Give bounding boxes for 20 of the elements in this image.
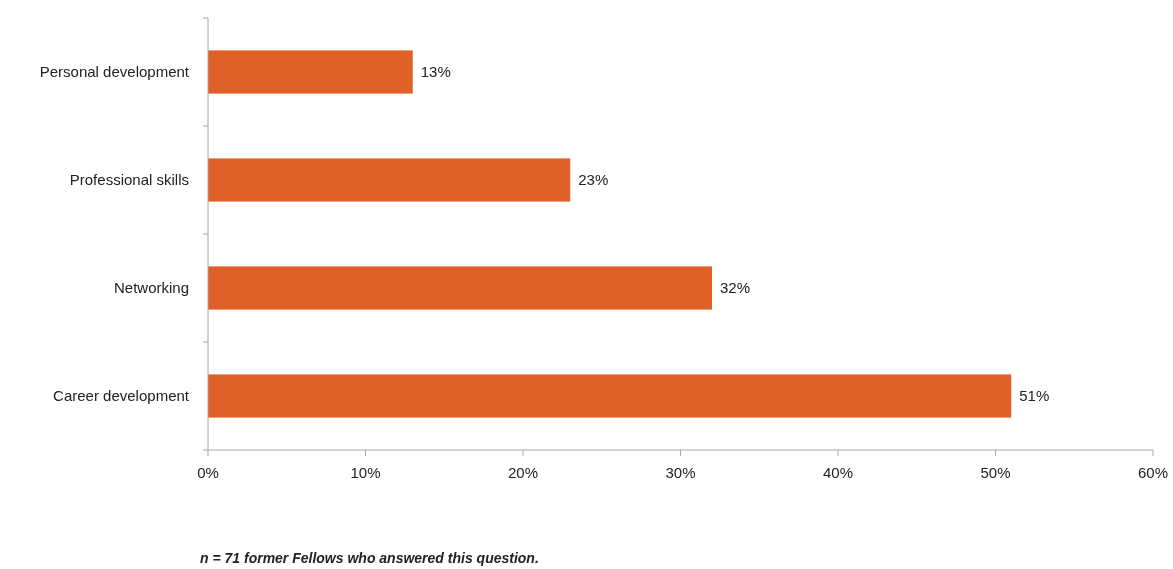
- y-tick-label: Career development: [53, 387, 190, 405]
- data-label: 32%: [720, 279, 751, 297]
- data-label: 23%: [578, 171, 609, 189]
- y-tick-label: Networking: [113, 279, 189, 297]
- bar: [208, 266, 712, 310]
- y-tick-label: Professional skills: [69, 171, 189, 189]
- x-tick-label: 10%: [350, 464, 381, 481]
- x-tick-label: 40%: [822, 464, 854, 481]
- x-tick-label: 20%: [507, 464, 539, 481]
- data-label: 51%: [1019, 387, 1050, 405]
- text: n = 71 former Fellows who answered this question.: [200, 550, 539, 566]
- bar: [208, 50, 413, 94]
- x-tick-label: 30%: [665, 464, 696, 481]
- data-label: 13%: [420, 63, 451, 81]
- x-tick-label: 0%: [197, 464, 219, 481]
- y-tick-label: Personal development: [39, 63, 190, 81]
- bar: [208, 374, 1012, 418]
- x-tick-label: 50%: [980, 464, 1011, 481]
- x-tick-label: 60%: [1137, 464, 1169, 481]
- bar: [208, 158, 571, 202]
